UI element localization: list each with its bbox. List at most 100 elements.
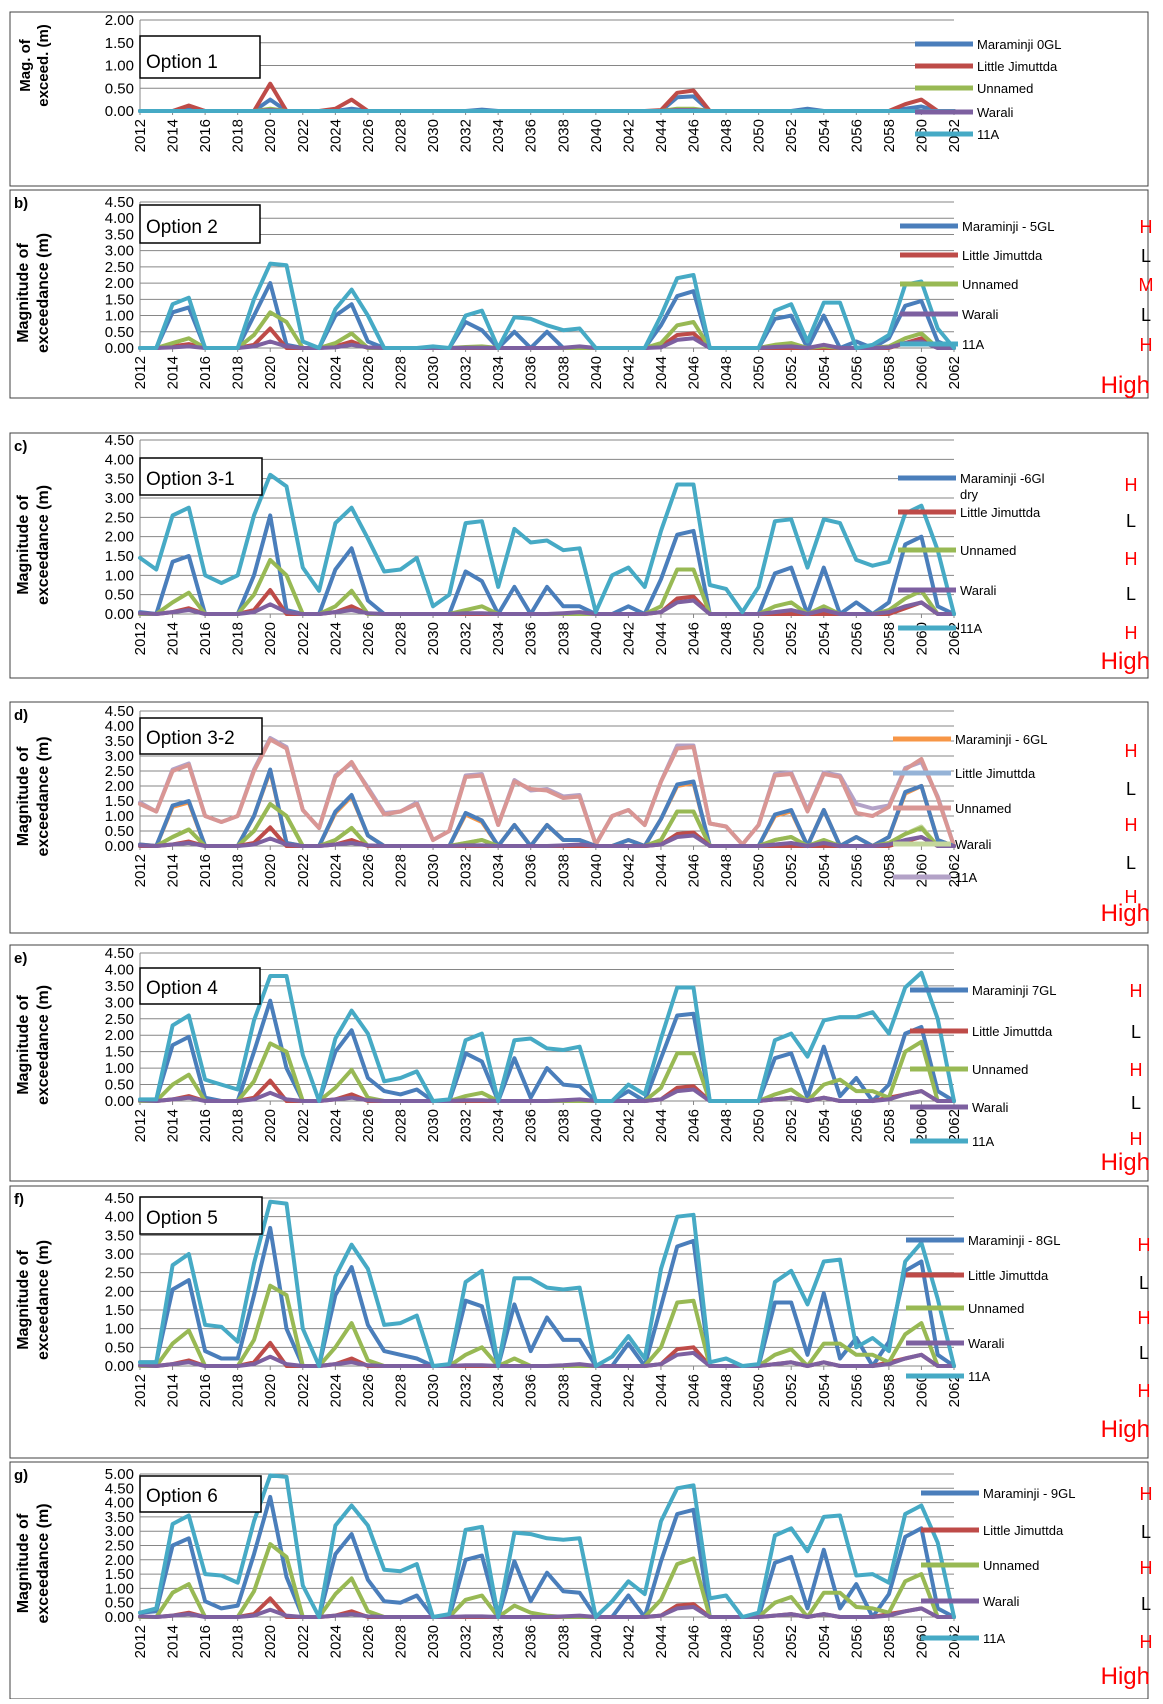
risk-rating: L (1141, 1594, 1151, 1614)
y-tick-label: 4.00 (105, 210, 134, 227)
x-tick-label: 2022 (295, 356, 312, 389)
y-tick-label: 1.50 (105, 35, 134, 52)
chart-title-box (139, 1475, 262, 1513)
x-tick-label: 2018 (230, 1374, 247, 1407)
chart-title: Option 3-1 (146, 469, 235, 490)
x-tick-label: 2044 (653, 119, 670, 152)
y-tick-label: 1.50 (105, 793, 134, 810)
series-line-11a (138, 261, 956, 350)
y-tick-label: 2.50 (105, 1265, 134, 1282)
y-tick-label: 3.50 (105, 226, 134, 243)
x-tick-label: 2038 (555, 1109, 572, 1142)
x-tick-label: 2036 (523, 356, 540, 389)
series-line-warali (138, 1350, 956, 1368)
x-tick-label: 2056 (848, 119, 865, 152)
x-tick-label: 2058 (881, 1109, 898, 1142)
legend-label: Warali (977, 105, 1013, 120)
overall-risk-label: High (1101, 1149, 1150, 1176)
x-tick-label: 2034 (490, 119, 507, 152)
x-tick-label: 2016 (197, 622, 214, 655)
y-tick-label: 2.00 (105, 529, 134, 546)
x-tick-label: 2012 (132, 1109, 149, 1142)
y-tick-label: 2.00 (105, 1027, 134, 1044)
legend-label: 11A (977, 127, 999, 142)
x-tick-label: 2024 (327, 356, 344, 389)
legend-label: Warali (983, 1594, 1019, 1609)
x-tick-label: 2042 (620, 119, 637, 152)
x-tick-label: 2014 (165, 119, 182, 152)
series-line-maraminji-5gl (138, 281, 956, 350)
series-line-maraminji-8gl (138, 1225, 956, 1368)
chart-title: Option 5 (146, 1208, 218, 1229)
x-tick-label: 2018 (230, 356, 247, 389)
x-tick-label: 2026 (360, 622, 377, 655)
risk-rating: L (1126, 584, 1136, 604)
legend-label: Warali (960, 583, 996, 598)
y-tick-label: 1.50 (105, 1044, 134, 1061)
x-tick-label: 2028 (392, 1109, 409, 1142)
x-tick-label: 2040 (588, 119, 605, 152)
risk-rating: H (1130, 1060, 1143, 1080)
x-tick-label: 2018 (230, 622, 247, 655)
y-tick-label: 3.50 (105, 733, 134, 750)
y-tick-label: 2.50 (105, 259, 134, 276)
x-tick-label: 2030 (425, 854, 442, 887)
risk-rating: H (1130, 1129, 1143, 1149)
x-tick-label: 2038 (555, 119, 572, 152)
y-tick-label: 3.00 (105, 1523, 134, 1540)
x-tick-label: 2060 (913, 356, 930, 389)
x-tick-label: 2020 (262, 119, 279, 152)
series-line-11a (138, 1199, 956, 1368)
x-tick-label: 2038 (555, 854, 572, 887)
x-tick-label: 2048 (718, 1374, 735, 1407)
x-tick-label: 2028 (392, 356, 409, 389)
y-tick-label: 1.00 (105, 58, 134, 75)
x-tick-label: 2058 (881, 854, 898, 887)
x-tick-label: 2044 (653, 1374, 670, 1407)
legend-label: Little Jimuttda (983, 1523, 1064, 1538)
x-tick-label: 2036 (523, 1109, 540, 1142)
y-tick-label: 2.50 (105, 763, 134, 780)
x-tick-label: 2046 (686, 1625, 703, 1658)
x-tick-label: 2032 (458, 356, 475, 389)
x-tick-label: 2056 (848, 1625, 865, 1658)
risk-rating: H (1140, 335, 1153, 355)
x-tick-label: 2056 (848, 356, 865, 389)
x-tick-label: 2034 (490, 1625, 507, 1658)
x-tick-label: 2052 (783, 1109, 800, 1142)
risk-rating: H (1125, 887, 1138, 907)
x-tick-label: 2012 (132, 854, 149, 887)
y-tick-label: 1.50 (105, 291, 134, 308)
legend-label: Maraminji - 6GL (955, 732, 1047, 747)
x-tick-label: 2012 (132, 119, 149, 152)
x-tick-label: 2028 (392, 854, 409, 887)
x-tick-label: 2056 (848, 1109, 865, 1142)
y-tick-label: 4.00 (105, 961, 134, 978)
x-tick-label: 2040 (588, 854, 605, 887)
x-tick-label: 2030 (425, 1374, 442, 1407)
x-tick-label: 2046 (686, 356, 703, 389)
series-line-11a (138, 472, 956, 616)
y-tick-label: 1.00 (105, 1060, 134, 1077)
panel-letter: b) (14, 195, 28, 212)
y-tick-label: 0.50 (105, 1077, 134, 1094)
x-tick-label: 2022 (295, 622, 312, 655)
y-axis-label: Magnitude of exceedance (m) (15, 1240, 52, 1360)
risk-rating: H (1125, 741, 1138, 761)
y-tick-label: 3.50 (105, 1227, 134, 1244)
x-tick-label: 2026 (360, 356, 377, 389)
y-tick-label: 4.50 (105, 1190, 134, 1207)
x-tick-label: 2050 (751, 622, 768, 655)
legend-label: Maraminji - 9GL (983, 1486, 1075, 1501)
y-tick-label: 3.50 (105, 471, 134, 488)
x-tick-label: 2054 (816, 854, 833, 887)
chart-title-box (139, 967, 261, 1005)
legend-label: Unnamed (968, 1301, 1024, 1316)
legend-label: Unnamed (977, 81, 1033, 96)
x-tick-label: 2062 (946, 1625, 963, 1658)
y-tick-label: 4.50 (105, 432, 134, 449)
x-tick-label: 2026 (360, 1374, 377, 1407)
x-tick-label: 2044 (653, 854, 670, 887)
y-tick-label: 0.50 (105, 324, 134, 341)
panel-letter: c) (14, 438, 27, 455)
